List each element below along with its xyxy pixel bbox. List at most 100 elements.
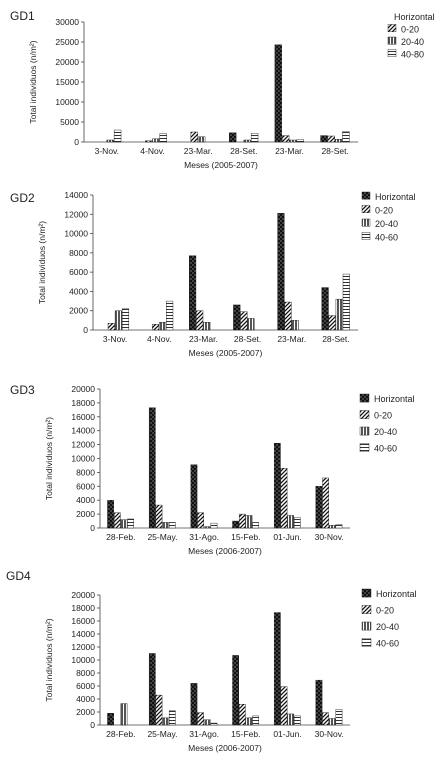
y-tick-label: 0 — [74, 137, 79, 147]
legend-title: Horizontal — [394, 12, 435, 22]
bar-0-20-3 — [238, 513, 246, 529]
x-tick-label: 01-Jun. — [273, 532, 301, 542]
bar-40-60-5 — [335, 524, 343, 529]
y-axis-label: Total individuos (n/m²) — [28, 40, 38, 123]
bar-40-60-2 — [210, 722, 218, 726]
bar-series-1-3 — [229, 132, 237, 143]
x-tick-label: 25-May. — [147, 729, 177, 739]
panel-label: GD3 — [10, 383, 35, 397]
bar-horizontal-0 — [107, 500, 114, 529]
legend-swatch — [361, 232, 371, 240]
y-tick-label: 2000 — [76, 707, 95, 717]
y-tick-label: 4000 — [69, 286, 88, 296]
y-tick-label: 8000 — [76, 668, 95, 678]
bar-40-80-3 — [250, 132, 259, 143]
y-tick-label: 0 — [90, 720, 95, 730]
y-tick-label: 6000 — [69, 267, 88, 277]
bar-0-20-1 — [144, 140, 153, 143]
panel-gd3: GD3 0 2000 4000 6000 8000 10000 12000 14000 16000… — [10, 383, 415, 556]
y-tick-label: 4000 — [76, 495, 95, 505]
x-tick-label: 28-Set. — [321, 146, 348, 156]
y-tick-label: 20000 — [71, 590, 95, 600]
bar-20-40-3 — [245, 717, 253, 726]
x-tick-label: 23-Mar. — [184, 146, 213, 156]
bar-20-40-3 — [243, 139, 251, 143]
legend-entry: 40-60 — [376, 639, 399, 649]
legend: Horizontal 0-20 20-40 40-80 — [387, 12, 435, 60]
bar-horizontal-2 — [189, 255, 197, 331]
legend-entry: 40-60 — [374, 444, 397, 454]
bar-20-40-0 — [120, 703, 128, 726]
bar-40-60-0 — [121, 308, 130, 331]
legend-entry: 0-20 — [401, 25, 419, 35]
legend-entry: 20-40 — [375, 219, 398, 229]
y-tick-label: 14000 — [64, 190, 88, 200]
bar-0-20-5 — [328, 315, 336, 331]
y-tick-label: 12000 — [64, 209, 88, 219]
x-tick-label: 30-Nov. — [315, 729, 344, 739]
bar-0-20-4 — [280, 468, 288, 529]
x-tick-label: 28-Feb. — [106, 532, 135, 542]
legend-swatch — [387, 36, 397, 45]
bar-40-60-4 — [293, 517, 301, 529]
bar-20-40-1 — [159, 322, 167, 331]
y-axis-label: Total individuos (n/m²) — [44, 417, 54, 500]
x-axis-label: Meses (2006-2007) — [188, 546, 262, 556]
y-tick-label: 8000 — [69, 248, 88, 258]
x-tick-label: 28-Set. — [234, 334, 261, 344]
y-axis-label: Total individuos (n/m²) — [44, 618, 54, 701]
x-tick-label: 4-Nov. — [140, 146, 164, 156]
bar-0-20-2 — [190, 131, 198, 143]
bar-horizontal-4 — [273, 443, 281, 529]
bar-40-60-3 — [252, 522, 259, 529]
legend-entry: 20-40 — [401, 37, 424, 47]
bar-20-40-4 — [289, 139, 297, 143]
x-axis-label: Meses (2005-2007) — [189, 348, 263, 358]
bar-20-40-5 — [328, 525, 336, 529]
y-tick-label: 10000 — [64, 229, 88, 239]
bar-0-20-3 — [238, 704, 246, 726]
bar-40-60-1 — [168, 522, 176, 529]
bar-0-20-2 — [196, 310, 204, 331]
y-tick-label: 18000 — [71, 398, 95, 408]
legend-swatch — [361, 205, 371, 213]
y-tick-label: 10000 — [55, 97, 79, 107]
x-tick-label: 15-Feb. — [231, 532, 260, 542]
bar-40-60-2 — [210, 522, 218, 529]
bar-40-60-5 — [342, 273, 350, 331]
bar-40-60-1 — [168, 710, 176, 726]
legend-swatch — [359, 443, 370, 452]
y-tick-label: 10000 — [71, 454, 95, 464]
bar-20-40-4 — [291, 320, 299, 331]
bar-0-20-1 — [155, 504, 163, 529]
legend-swatch — [361, 621, 372, 631]
bar-20-40-4 — [287, 713, 294, 726]
y-tick-label: 4000 — [76, 694, 95, 704]
legend-swatch — [361, 191, 371, 200]
y-tick-label: 2000 — [69, 306, 88, 316]
x-tick-label: 28-Set. — [230, 146, 257, 156]
bar-20-40-3 — [247, 318, 255, 331]
bar-horizontal-1 — [148, 407, 156, 529]
bar-40-80-0 — [113, 129, 122, 143]
x-tick-label: 3-Nov. — [103, 334, 127, 344]
bar-20-40-0 — [114, 310, 122, 331]
y-tick-label: 12000 — [71, 440, 95, 450]
bar-20-40-5 — [334, 138, 343, 143]
legend-entry: 40-80 — [401, 50, 424, 60]
bar-0-20-3 — [240, 311, 248, 331]
x-tick-label: 01-Jun. — [273, 729, 301, 739]
bar-20-40-0 — [120, 519, 128, 529]
bar-20-40-5 — [328, 718, 336, 726]
bar-horizontal-3 — [233, 304, 241, 331]
legend-swatch — [359, 410, 370, 419]
bar-0-20-5 — [327, 135, 335, 143]
y-tick-label: 16000 — [71, 616, 95, 626]
bar-40-60-4 — [293, 715, 301, 726]
legend: Horizontal 0-20 20-40 40-60 — [361, 191, 416, 243]
bar-20-40-2 — [197, 136, 206, 143]
bar-20-40-2 — [203, 719, 211, 726]
x-tick-label: 15-Feb. — [231, 729, 260, 739]
bar-0-20-1 — [155, 694, 163, 726]
